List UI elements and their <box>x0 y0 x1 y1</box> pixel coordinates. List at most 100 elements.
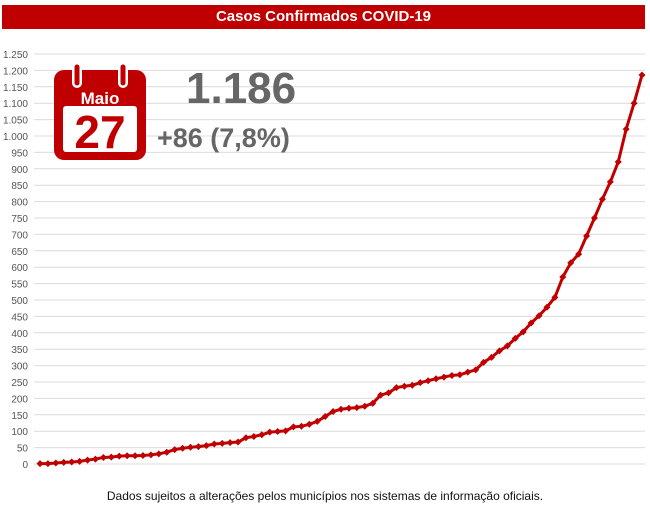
data-point <box>289 423 297 431</box>
data-point <box>440 373 448 381</box>
y-tick-label: 750 <box>11 214 28 225</box>
y-tick-label: 700 <box>11 230 28 241</box>
data-point <box>297 422 305 430</box>
data-point <box>282 427 290 435</box>
data-point <box>369 399 377 407</box>
data-point <box>614 158 622 166</box>
y-tick-label: 350 <box>11 345 28 356</box>
data-point <box>456 371 464 379</box>
data-point <box>495 347 503 355</box>
data-point <box>519 328 527 336</box>
y-tick-label: 150 <box>11 411 28 422</box>
data-point <box>590 214 598 222</box>
data-point <box>163 448 171 456</box>
y-tick-label: 500 <box>11 296 28 307</box>
data-point <box>179 444 187 452</box>
data-point <box>68 458 76 466</box>
data-point <box>187 443 194 451</box>
y-tick-label: 550 <box>11 280 28 291</box>
data-point <box>274 428 282 436</box>
data-point <box>76 457 84 465</box>
data-point <box>392 384 400 392</box>
y-tick-label: 300 <box>11 362 28 373</box>
y-tick-label: 600 <box>11 263 28 274</box>
data-point <box>606 178 614 186</box>
data-point <box>535 312 543 320</box>
y-tick-label: 1.250 <box>3 50 28 61</box>
data-point <box>313 417 321 425</box>
y-tick-label: 950 <box>11 148 28 159</box>
data-point <box>551 293 559 301</box>
data-point <box>60 458 68 466</box>
y-tick-label: 1.000 <box>3 132 28 143</box>
data-point <box>226 439 234 447</box>
total-cases: 1.186 <box>186 64 297 113</box>
data-point <box>488 353 495 361</box>
data-point <box>139 451 147 459</box>
data-point <box>432 375 440 383</box>
data-point <box>218 439 226 447</box>
data-point <box>385 389 393 397</box>
data-point <box>131 452 139 460</box>
data-point <box>464 368 472 376</box>
y-tick-label: 100 <box>11 427 28 438</box>
data-point <box>242 434 250 442</box>
data-point <box>527 319 535 327</box>
data-point <box>638 71 646 79</box>
data-point <box>44 460 52 468</box>
data-point <box>543 303 551 311</box>
y-tick-label: 50 <box>17 444 29 455</box>
y-tick-label: 1.050 <box>3 116 28 127</box>
data-point <box>266 428 274 436</box>
data-point <box>345 404 353 412</box>
data-point <box>480 358 488 366</box>
chart-title: Casos Confirmados COVID-19 <box>2 5 645 29</box>
footer-note: Dados sujeitos a alterações pelos municí… <box>106 489 544 503</box>
data-point <box>361 402 369 410</box>
calendar-icon: Maio 27 <box>54 62 146 160</box>
y-tick-label: 800 <box>11 198 28 209</box>
data-point <box>424 377 432 385</box>
data-point <box>575 250 583 258</box>
data-point <box>171 446 179 454</box>
daily-increase: +86 (7,8%) <box>157 123 290 153</box>
data-point <box>559 273 567 281</box>
data-point <box>511 334 519 342</box>
data-point <box>416 379 424 387</box>
data-point <box>258 431 266 439</box>
data-point <box>400 382 408 390</box>
y-tick-label: 850 <box>11 181 28 192</box>
data-point <box>329 408 337 416</box>
data-point <box>583 232 591 240</box>
data-point <box>472 366 480 374</box>
data-point <box>567 259 575 267</box>
y-tick-label: 650 <box>11 247 28 258</box>
calendar-day: 27 <box>74 106 125 158</box>
data-point <box>115 452 123 460</box>
data-point <box>123 452 131 460</box>
data-point <box>202 442 210 450</box>
data-point <box>99 453 107 461</box>
y-tick-label: 250 <box>11 378 28 389</box>
data-point <box>52 459 60 467</box>
y-tick-label: 900 <box>11 165 28 176</box>
data-point <box>598 195 606 203</box>
data-point <box>630 99 638 107</box>
y-tick-label: 1.150 <box>3 83 28 94</box>
y-tick-label: 200 <box>11 394 28 405</box>
data-point <box>107 453 115 461</box>
data-point <box>155 450 163 458</box>
data-point <box>448 371 456 379</box>
y-tick-label: 1.100 <box>3 99 28 110</box>
data-point <box>91 455 99 463</box>
data-point <box>321 412 329 420</box>
data-point <box>84 456 92 464</box>
data-point <box>210 440 218 448</box>
data-point <box>36 460 44 468</box>
calendar-month: Maio <box>81 89 120 108</box>
y-tick-label: 400 <box>11 329 28 340</box>
data-point <box>503 342 511 350</box>
data-point <box>234 438 242 446</box>
y-tick-label: 1.200 <box>3 66 28 77</box>
